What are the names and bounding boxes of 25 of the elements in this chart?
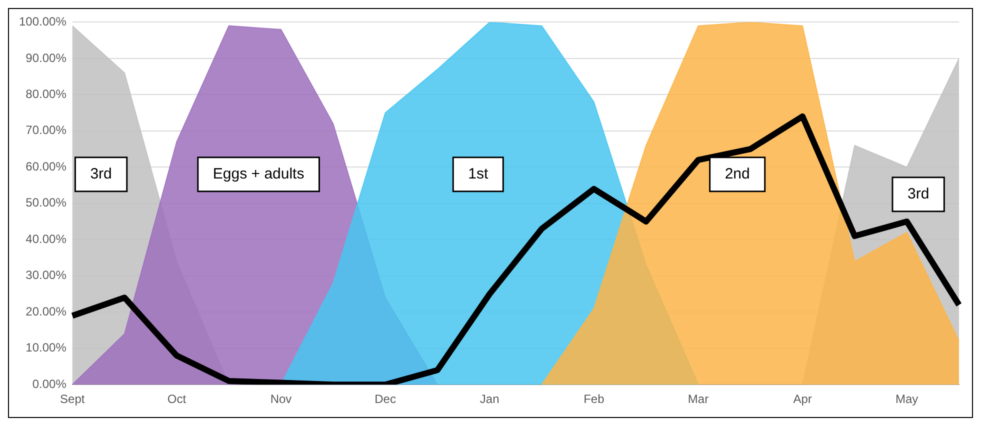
x-tick-label: Sept <box>60 392 86 406</box>
y-tick-label: 40.00% <box>26 232 67 246</box>
x-tick-label: May <box>896 392 918 406</box>
annotation: Eggs + adults <box>212 166 304 183</box>
y-tick-label: 0.00% <box>32 376 67 391</box>
x-tick-label: Apr <box>793 392 812 406</box>
x-tick-label: Feb <box>584 392 605 406</box>
y-tick-label: 80.00% <box>26 86 67 101</box>
annotation: 1st <box>468 166 489 183</box>
x-tick-label: Mar <box>688 392 709 406</box>
y-tick-label: 90.00% <box>26 50 67 65</box>
y-tick-label: 10.00% <box>26 340 67 355</box>
annotation: 3rd <box>907 185 930 202</box>
x-tick-label: Dec <box>374 392 396 406</box>
annotation: 2nd <box>724 166 750 183</box>
x-tick-label: Nov <box>270 392 292 406</box>
y-tick-label: 30.00% <box>26 268 67 282</box>
y-tick-label: 50.00% <box>26 196 67 210</box>
y-tick-label: 70.00% <box>26 123 67 138</box>
x-tick-label: Jan <box>480 392 500 406</box>
annotation: 3rd <box>90 166 112 183</box>
x-tick-label: Oct <box>167 392 187 406</box>
y-tick-label: 60.00% <box>26 159 67 174</box>
y-tick-label: 100.00% <box>19 14 67 29</box>
y-tick-label: 20.00% <box>26 304 67 318</box>
